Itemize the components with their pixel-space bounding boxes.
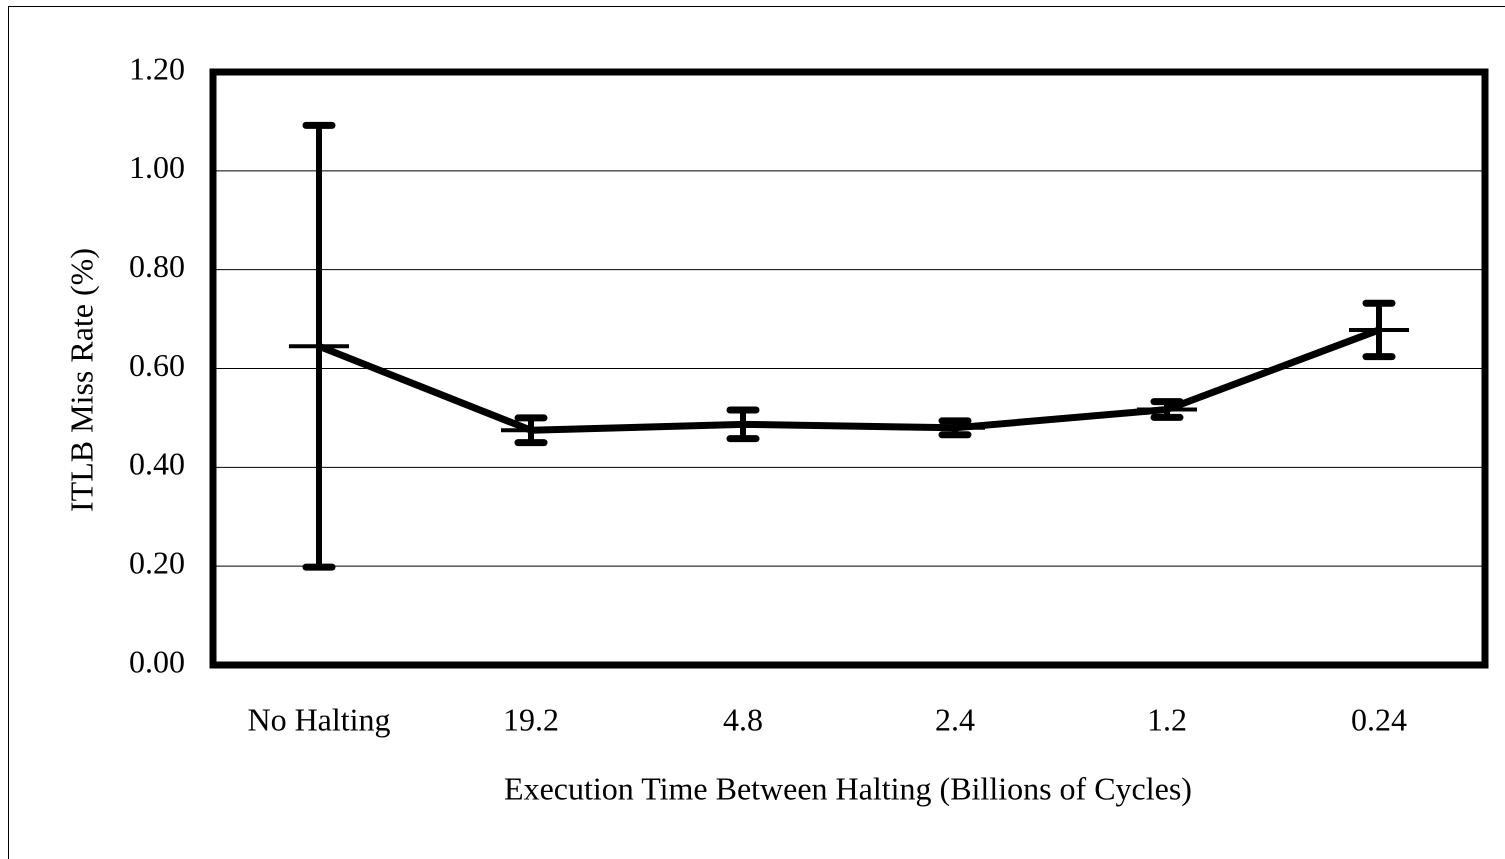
x-axis-title: Execution Time Between Halting (Billions…	[504, 770, 1192, 806]
x-tick-label: 0.24	[1351, 701, 1407, 737]
y-tick-label: 1.00	[129, 149, 185, 185]
y-tick-label: 1.20	[129, 50, 185, 86]
x-tick-label: 1.2	[1147, 701, 1187, 737]
plot-border	[209, 68, 1489, 669]
x-tick-label: No Halting	[247, 701, 390, 737]
y-tick-label: 0.60	[129, 347, 185, 383]
y-tick-label: 0.00	[129, 643, 185, 679]
frame	[8, 6, 1505, 859]
x-tick-label: 19.2	[503, 701, 559, 737]
line	[317, 326, 1381, 434]
y-tick-label: 0.20	[129, 545, 185, 581]
y-tick-label: 0.40	[129, 446, 185, 482]
x-tick-label: 2.4	[935, 701, 975, 737]
x-tick-label: 4.8	[723, 701, 763, 737]
y-axis-title: ITLB Miss Rate (%)	[63, 248, 99, 512]
y-tick-label: 0.80	[129, 248, 185, 284]
